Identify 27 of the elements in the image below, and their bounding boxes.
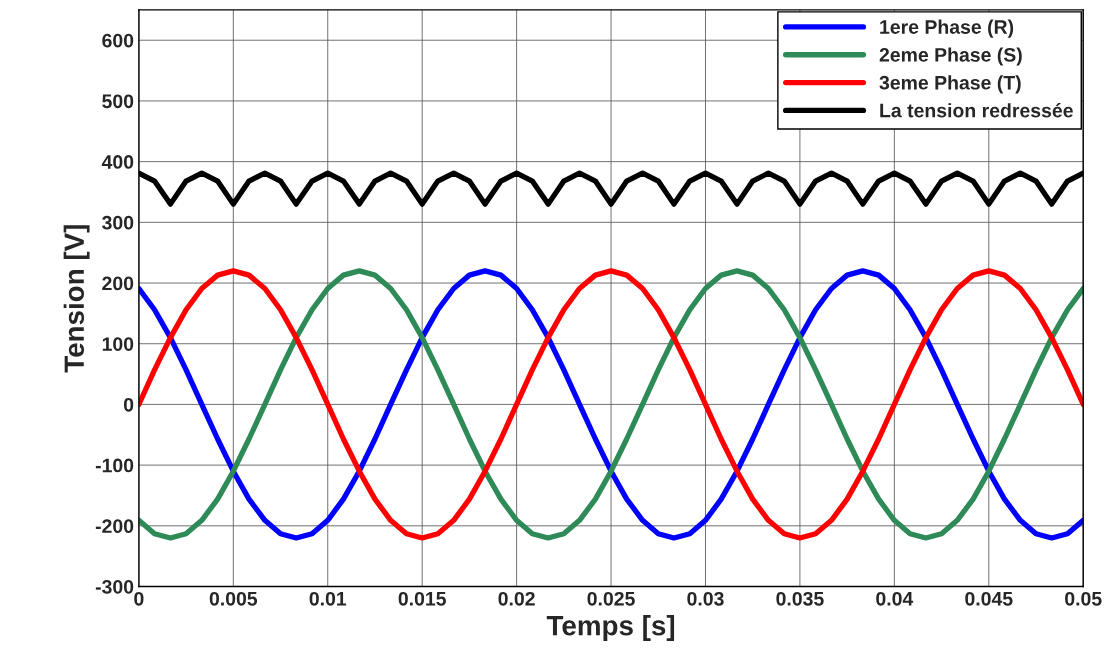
y-tick-label: 600 <box>102 33 134 48</box>
y-tick-label: 300 <box>102 215 134 230</box>
x-tick-label: 0.015 <box>398 591 446 606</box>
x-tick-label: 0.04 <box>876 591 914 606</box>
y-tick-label: 200 <box>102 276 134 291</box>
x-tick-label: 0.035 <box>776 591 824 606</box>
legend-label: 2eme Phase (S) <box>879 47 1022 66</box>
x-tick-label: 0.02 <box>498 591 535 606</box>
y-tick-label: -100 <box>95 458 134 473</box>
x-tick-label: 0.045 <box>965 591 1013 606</box>
x-tick-label: 0.01 <box>309 591 347 606</box>
y-tick-label: -300 <box>95 579 134 594</box>
legend-label: 3eme Phase (T) <box>879 75 1021 94</box>
legend-label: La tension redressée <box>880 102 1073 118</box>
x-tick-label: 0 <box>134 591 144 606</box>
x-tick-label: 0.03 <box>687 591 724 606</box>
y-axis-title: Tension [V] <box>63 225 90 373</box>
x-axis-title: Temps [s] <box>546 615 675 641</box>
y-tick-label: -200 <box>95 519 134 534</box>
x-tick-label: 0.05 <box>1065 591 1102 606</box>
y-tick-label: 100 <box>102 337 134 351</box>
y-tick-label: 500 <box>102 94 134 109</box>
x-tick-label: 0.025 <box>587 591 635 606</box>
y-tick-label: 400 <box>101 155 134 169</box>
x-tick-label: 0.005 <box>209 591 258 606</box>
y-tick-label: 0 <box>123 397 134 412</box>
legend-label: 1ere Phase (R) <box>880 19 1014 38</box>
